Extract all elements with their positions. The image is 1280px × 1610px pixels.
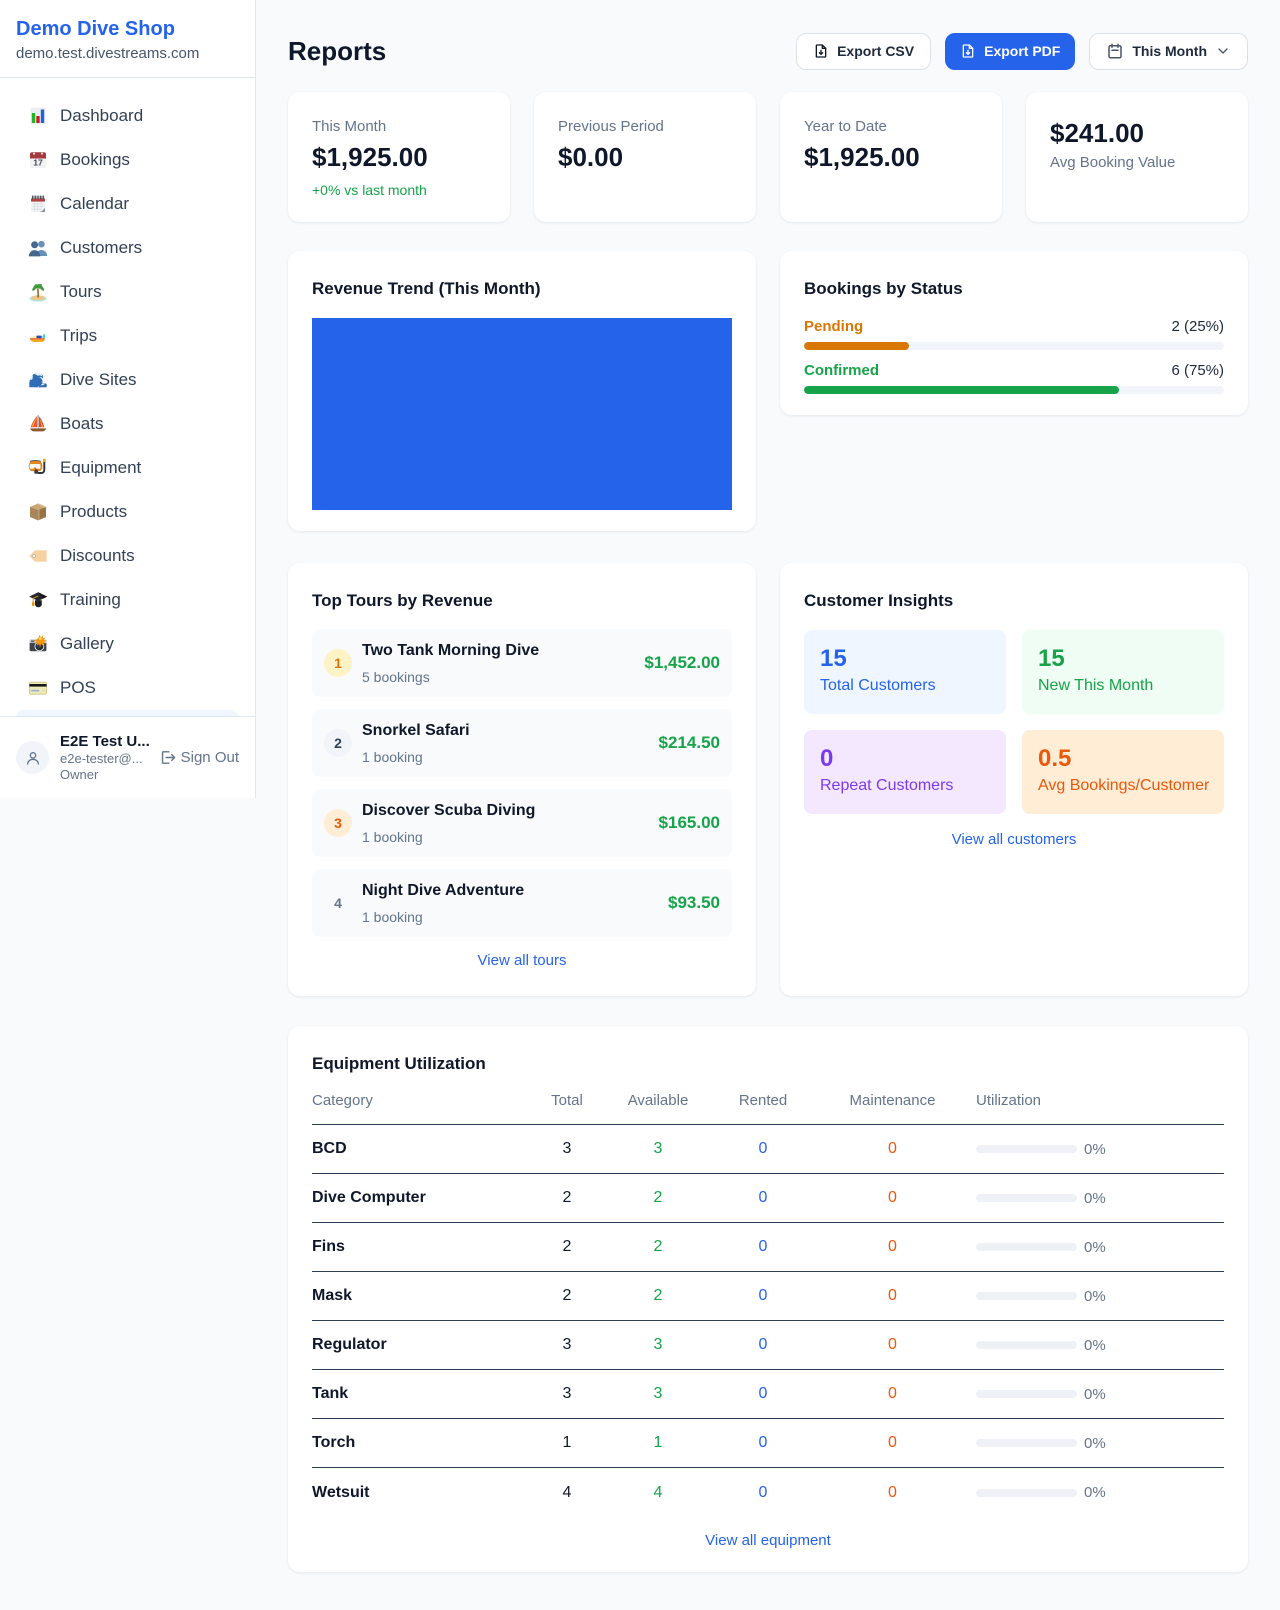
svg-text:17: 17 [33,158,43,168]
